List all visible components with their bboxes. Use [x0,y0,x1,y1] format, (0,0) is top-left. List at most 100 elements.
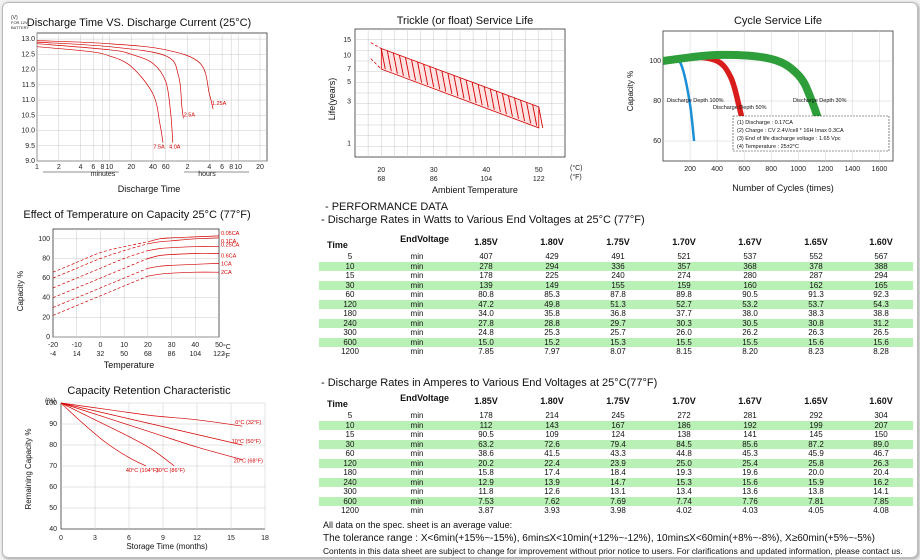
end-voltage-label: EndVoltage [400,393,449,403]
value-cell: 15.9 [783,477,849,487]
value-cell: 165 [849,280,913,290]
table-corner-cell: EndVoltage Time [319,391,453,411]
temp-curve-dashed [52,250,149,289]
value-cell: 7.69 [585,496,651,506]
value-cell: 109 [519,430,585,440]
x-tick-label-f: 32 [97,351,105,358]
note-tolerance: The tolerance range : X<6min(+15%~-15%),… [323,533,876,544]
value-cell: 63.2 [453,439,519,449]
value-cell: 186 [651,420,717,430]
band-hatch [489,88,495,110]
time-cell: 30 [319,280,381,290]
x-tick-label: 800 [765,166,777,173]
curve-label: 10°C (50°F) [232,439,261,445]
retention-curve [60,402,243,427]
value-cell: 141 [717,430,783,440]
y-tick-label: 3 [347,98,351,105]
value-cell: 91.3 [783,290,849,300]
y-tick-label: 9.0 [25,158,35,165]
x-tick-label: 200 [684,166,696,173]
value-cell: 150 [849,430,913,440]
value-cell: 47.2 [453,299,519,309]
x-tick-label-c: 20 [144,342,152,349]
table-row: 1200 min 7.85 7.97 8.07 8.15 8.20 8.23 8.28 [319,347,913,357]
curve-label: 1CA [221,261,232,267]
voltage-header: 1.67V [717,391,783,411]
value-cell: 3.93 [519,506,585,516]
y-tick-label: 5 [347,79,351,86]
value-cell: 25.3 [519,328,585,338]
value-cell: 54.3 [849,299,913,309]
value-cell: 13.4 [651,487,717,497]
chart-title: Cycle Service Life [734,15,822,27]
note-average: All data on the spec. sheet is an averag… [323,520,513,530]
value-cell: 20.0 [783,468,849,478]
discharge-curve [36,43,174,143]
time-cell: 1200 [319,506,381,516]
y-tick-label: 80 [653,98,661,105]
value-cell: 72.6 [519,439,585,449]
x-tick-label: 8 [100,164,104,171]
plot-frame [52,228,220,338]
band-hatch [520,100,526,122]
value-cell: 25.0 [651,458,717,468]
x-tick-label-f: 122 [213,351,225,358]
value-cell: 87.2 [783,439,849,449]
value-cell: 112 [453,420,519,430]
y-tick-label: 1 [347,140,351,147]
value-cell: 44.8 [651,449,717,459]
value-cell: 7.62 [519,496,585,506]
discharge-curve [36,40,214,110]
value-cell: 30.5 [717,318,783,328]
retention-curve [60,402,243,461]
chart-title: Discharge Time VS. Discharge Current (25… [27,17,251,29]
x-tick-label: 60 [162,164,170,171]
value-cell: 292 [783,411,849,421]
value-cell: 30.3 [651,318,717,328]
value-cell: 143 [519,420,585,430]
x-tick-label: 1000 [791,166,807,173]
value-cell: 20.2 [453,458,519,468]
y-tick-label: 10.5 [21,112,35,119]
curve-label: 40°C (104°F) [126,468,158,474]
value-cell: 24.8 [453,328,519,338]
value-cell: 26.3 [783,328,849,338]
y-tick-label: 40 [49,526,57,533]
x-tick-label: 1200 [818,166,834,173]
value-cell: 38.6 [453,449,519,459]
curve-label: 0.05CA [221,231,240,237]
value-cell: 52.7 [651,299,717,309]
band-hatch [495,91,501,113]
value-cell: 20.4 [849,468,913,478]
value-cell: 34.0 [453,309,519,319]
value-cell: 53.2 [717,299,783,309]
time-cell: 60 [319,449,381,459]
band-hatch [508,95,513,117]
unit-cell: min [381,487,453,497]
x-tick-label-c: 40 [482,167,490,174]
curve-label: 0.25CA [221,243,240,249]
discharge-time-chart: Discharge Time VS. Discharge Current (25… [11,15,268,194]
value-cell: 89.8 [651,290,717,300]
value-cell: 159 [651,280,717,290]
x-tick-label-f: 68 [144,351,152,358]
value-cell: 162 [783,280,849,290]
x-tick-label: 0 [59,535,63,542]
value-cell: 8.20 [717,347,783,357]
curve-label: 20°C (68°F) [234,459,263,465]
value-cell: 19.6 [717,468,783,478]
x-tick-label: 12 [193,535,201,542]
y-tick-label: 9.5 [25,143,35,150]
value-cell: 378 [783,261,849,271]
value-cell: 167 [585,420,651,430]
value-cell: 92.3 [849,290,913,300]
value-cell: 79.4 [585,439,651,449]
value-cell: 51.3 [585,299,651,309]
x-tick-label: 1 [35,164,39,171]
value-cell: 87.8 [585,290,651,300]
y-tick-label: 10 [343,52,351,59]
time-cell: 300 [319,328,381,338]
value-cell: 85.3 [519,290,585,300]
x-tick-label-f: 122 [533,176,545,183]
value-cell: 274 [651,271,717,281]
